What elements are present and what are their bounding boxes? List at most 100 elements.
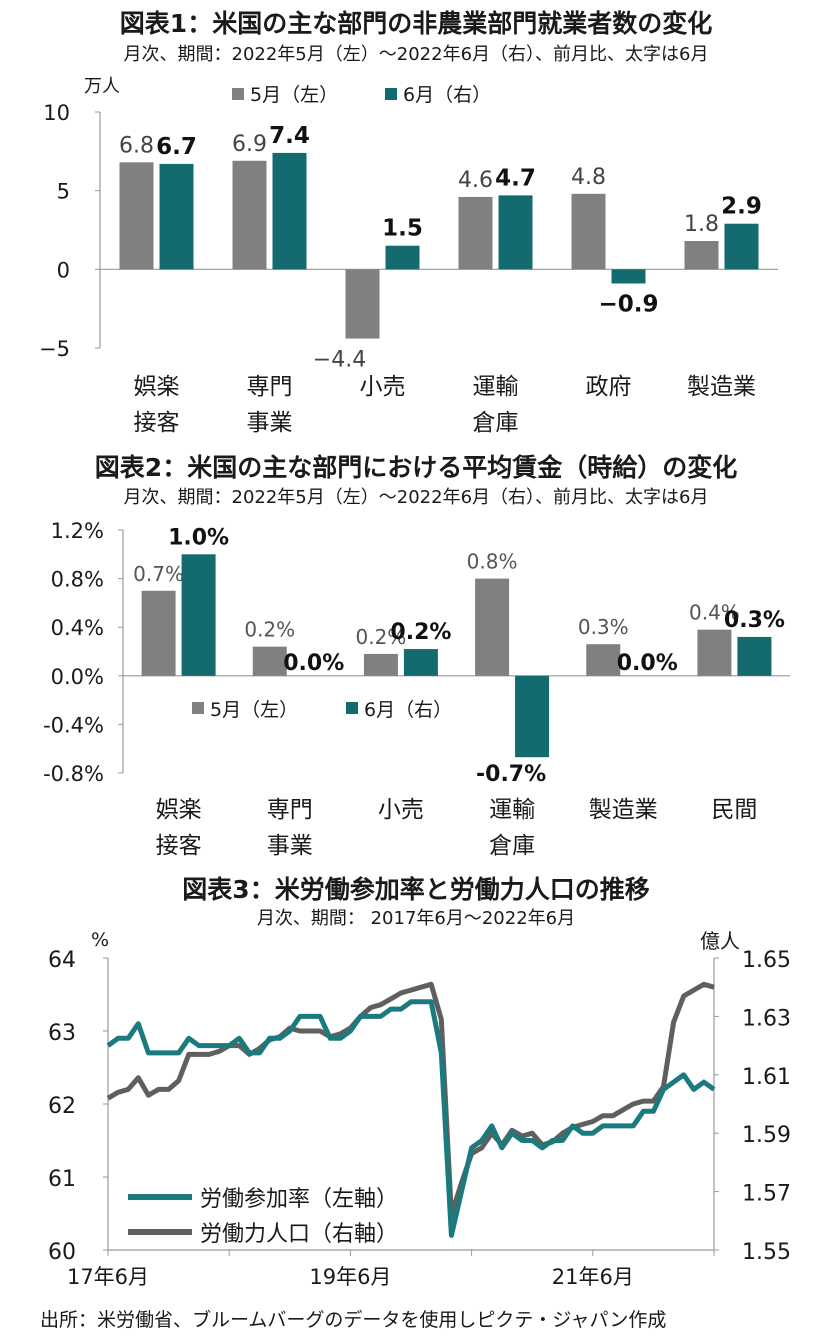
chart2-x-label: 運輸 [489, 797, 535, 823]
chart3-line-labor-force [106, 981, 715, 1218]
chart2-legend-swatch-may [192, 702, 204, 714]
chart1-bar [345, 269, 380, 339]
chart2-data-label: 1.0% [168, 525, 229, 550]
chart1-y-tick-label: 0 [57, 258, 70, 282]
chart1-x-label: 接客 [134, 410, 180, 436]
chart2-data-label: 0.2% [356, 625, 407, 649]
chart2-y-tick-label: 0.0% [51, 665, 104, 689]
chart1-x-label: 娯楽 [134, 374, 180, 400]
chart1-data-label: 7.4 [269, 123, 310, 149]
chart1-bar [571, 193, 606, 270]
chart2-y-tick-label: 0.8% [51, 568, 104, 592]
chart2-y-tick-label: -0.8% [43, 762, 104, 786]
chart1-x-label: 倉庫 [473, 410, 519, 436]
chart1-legend-swatch-may [232, 88, 244, 100]
chart1-bar [119, 162, 154, 270]
chart3-y-tick-label-left: 62 [48, 1094, 76, 1119]
chart1-data-label: −0.9 [598, 291, 658, 317]
chart2-bar [697, 629, 732, 676]
chart1-y-tick-label: 10 [43, 101, 70, 125]
chart3-subtitle: 月次、期間： 2017年6月～2022年6月 [257, 908, 575, 929]
chart2-data-label: 0.2% [244, 618, 295, 642]
chart2-bar [515, 675, 550, 758]
chart2-bar [737, 636, 772, 676]
chart2-y-tick-label: 1.2% [51, 519, 104, 543]
chart1-bar [684, 241, 719, 270]
chart1-bar [458, 196, 493, 270]
chart2-title: 図表2：米国の主な部門における平均賃金（時給）の変化 [95, 453, 737, 482]
chart3-y-tick-label-right: 1.63 [742, 1006, 791, 1031]
chart1-data-label: −4.4 [313, 348, 366, 373]
chart2-bar [363, 653, 398, 676]
chart1-data-label: 4.6 [458, 168, 493, 193]
chart1-x-label: 専門 [247, 374, 293, 400]
chart3-ylabel-left: % [91, 929, 109, 951]
chart1-x-label: 製造業 [687, 374, 756, 400]
source-note: 出所：米労働省、ブルームバーグのデータを使用しピクテ・ジャパン作成 [40, 1309, 667, 1331]
chart3-ylabel-right: 億人 [700, 929, 740, 953]
chart1-data-label: 1.5 [382, 216, 423, 242]
chart2-legend-june: 6月（右） [364, 699, 452, 721]
chart2-bar [252, 646, 287, 676]
chart3-line-participation [106, 999, 716, 1238]
chart2-bar [586, 644, 621, 676]
chart2-bar [141, 590, 176, 676]
chart1-bar [498, 195, 533, 270]
chart1-subtitle: 月次、期間：2022年5月（左）～2022年6月（右）、前月比、太字は6月 [124, 44, 709, 65]
chart1-legend-may: 5月（左） [250, 84, 338, 106]
chart1-x-label: 政府 [586, 374, 632, 400]
chart1-x-label: 小売 [360, 374, 406, 400]
chart3-y-tick-label-right: 1.59 [742, 1123, 791, 1148]
chart1-data-label: 4.7 [495, 165, 536, 191]
chart2-subtitle: 月次、期間：2022年5月（左）～2022年6月（右）、前月比、太字は6月 [124, 487, 709, 508]
chart2-x-label: 倉庫 [489, 833, 535, 859]
chart1-bar [385, 245, 420, 270]
chart1-bar [724, 223, 759, 270]
chart1-bar [232, 160, 267, 270]
chart2-x-label: 専門 [267, 797, 313, 823]
chart1-title: 図表1：米国の主な部門の非農業部門就業者数の変化 [120, 9, 712, 38]
chart1-legend-june: 6月（右） [403, 84, 491, 106]
chart1-data-label: 1.8 [684, 212, 719, 237]
chart1-bar [272, 152, 307, 270]
chart2-legend-swatch-june [346, 702, 358, 714]
chart2-x-label: 接客 [156, 833, 202, 859]
chart3-x-tick-label: 17年6月 [67, 1265, 149, 1289]
chart2-bar [475, 578, 510, 676]
chart1-data-label: 6.8 [119, 133, 154, 158]
chart2-data-label: 0.7% [133, 562, 184, 586]
chart2-data-label: 0.4% [689, 601, 740, 625]
chart1-y-tick-label: −5 [39, 337, 70, 361]
chart2-x-label: 製造業 [589, 797, 658, 823]
chart1-bar [611, 269, 646, 284]
chart3-legend-participation: 労働参加率（左軸） [200, 1187, 398, 1212]
chart2-legend-may: 5月（左） [210, 699, 298, 721]
chart3-y-tick-label-left: 61 [48, 1167, 76, 1192]
chart2-bar [403, 649, 438, 676]
chart2-x-label: 娯楽 [156, 797, 202, 823]
chart2-x-label: 小売 [378, 797, 424, 823]
chart2-data-label: 0.3% [578, 615, 629, 639]
chart1-x-label: 運輸 [473, 374, 519, 400]
chart1-bar [159, 163, 194, 270]
chart2-x-label: 事業 [267, 833, 313, 859]
chart3-title: 図表3：米労働参加率と労働力人口の推移 [182, 875, 649, 904]
chart1-data-label: 6.7 [156, 134, 197, 160]
chart3-y-tick-label-left: 64 [48, 948, 76, 973]
chart2-data-label: 0.8% [467, 550, 518, 574]
chart3-legend-labor-force: 労働力人口（右軸） [200, 1222, 398, 1247]
chart2-data-label: 0.2% [390, 620, 451, 645]
chart3-y-tick-label-right: 1.57 [742, 1182, 791, 1207]
chart2-y-tick-label: -0.4% [43, 713, 104, 737]
chart2-x-label: 民間 [711, 797, 757, 823]
chart3-x-tick-label: 19年6月 [309, 1265, 391, 1289]
chart1-y-tick-label: 5 [57, 180, 70, 204]
chart3-x-tick-label: 21年6月 [552, 1265, 634, 1289]
chart1-x-label: 事業 [247, 410, 293, 436]
chart2-data-label: 0.0% [283, 651, 344, 676]
chart3-y-tick-label-right: 1.65 [742, 948, 791, 973]
chart1-data-label: 2.9 [721, 194, 762, 220]
chart2-bar [181, 554, 216, 676]
chart3-y-tick-label-left: 60 [48, 1240, 76, 1265]
